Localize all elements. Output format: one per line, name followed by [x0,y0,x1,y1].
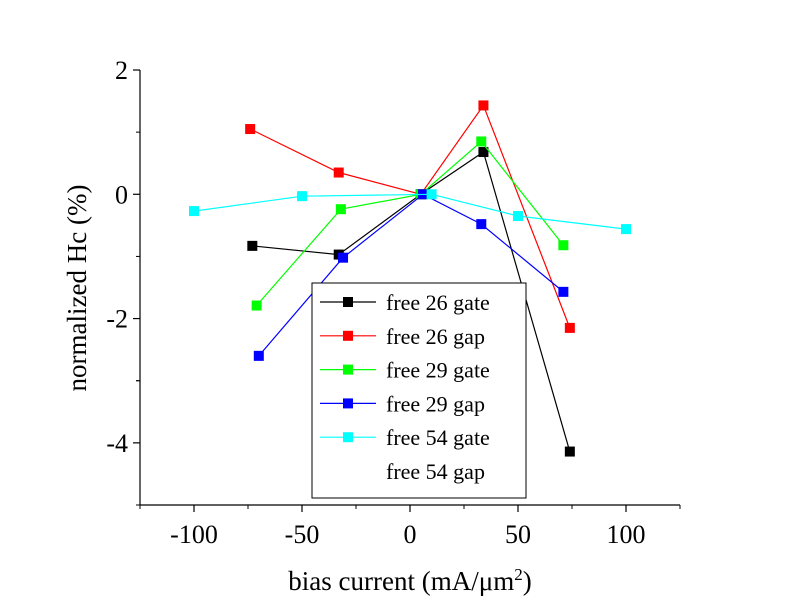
x-tick-label: 0 [404,520,417,549]
data-point [564,446,575,457]
y-axis-title: normalized Hc (%) [62,185,92,392]
data-point [247,240,258,251]
legend-label: free 26 gate [386,290,490,315]
legend-label: free 29 gap [386,391,485,416]
legend: free 26 gate free 26 gap free 29 gate free … [311,282,527,499]
data-point [297,191,307,202]
data-point [338,252,349,263]
legend-marker [343,297,353,307]
legend-label: free 54 gate [386,425,490,450]
legend-entry: free 54 gap [386,459,485,484]
data-point [513,211,523,222]
legend-entry: free 26 gap [320,324,485,349]
legend-label: free 54 gap [386,459,485,484]
x-axis-title-superscript: 2 [514,565,523,584]
series-line [193,193,627,230]
legend-label: free 29 gate [386,358,490,383]
legend-marker [343,364,353,375]
x-axis-title-main: bias current (mA/μm [288,566,514,596]
y-tick-label: 2 [115,56,128,85]
legend-entry: free 29 gate [320,358,490,383]
y-tick-label: -4 [106,429,128,458]
data-point [558,240,569,251]
x-tick-label: -100 [170,520,218,549]
legend-entry: free 54 gate [320,425,490,450]
legend-entries: free 26 gate free 26 gap free 29 gate free … [320,290,490,484]
legend-marker [343,432,353,443]
data-point [189,206,199,217]
x-tick-label: 100 [607,520,646,549]
x-axis-title: bias current (mA/μm2) [288,565,531,596]
data-point [478,100,489,111]
data-point [335,204,346,215]
data-point [558,286,569,297]
data-point [476,219,487,230]
data-point [476,136,487,147]
legend-box [311,282,527,499]
data-point [621,224,631,235]
data-point [251,300,262,311]
series-group [189,189,631,235]
data-point [426,189,437,200]
legend-marker [343,398,353,409]
y-ticks: 2 0 -2 -4 [106,56,140,506]
data-point [564,322,575,333]
y-tick-label: 0 [115,180,128,209]
legend-entry: free 26 gate [320,290,490,315]
data-point [245,124,256,135]
series-line [256,140,564,306]
x-axis-title-suffix: ) [523,566,532,596]
y-tick-label: -2 [106,305,128,334]
x-tick-label: -50 [285,520,320,549]
data-point [478,147,489,158]
x-tick-label: 50 [505,520,531,549]
legend-marker [343,330,353,341]
data-point [333,167,344,178]
legend-entry: free 29 gap [320,391,485,416]
data-point [253,350,264,361]
x-ticks: -100 -50 0 50 100 [139,505,681,549]
legend-label: free 26 gap [386,324,485,349]
